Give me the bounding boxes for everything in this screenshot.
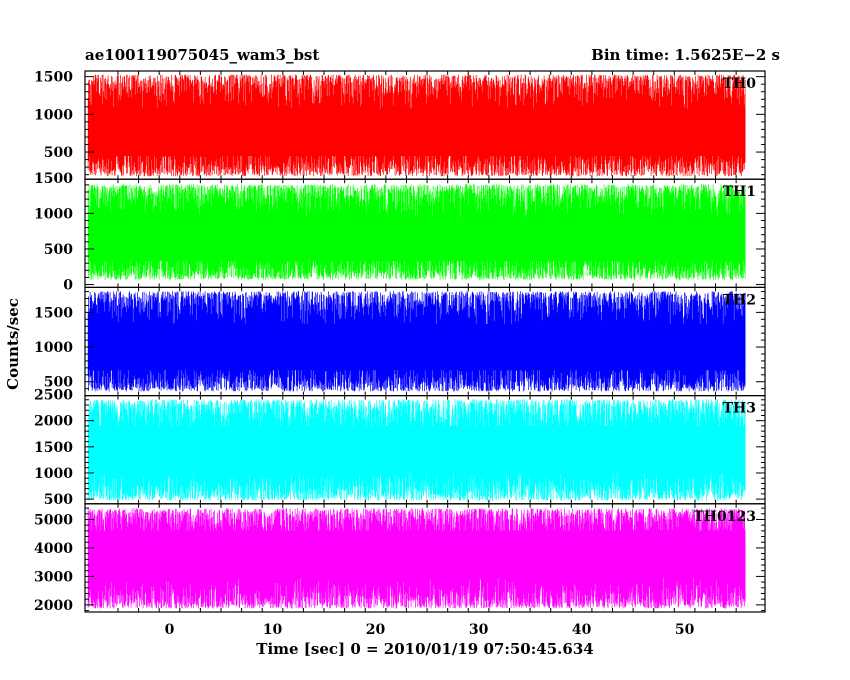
x-axis-label: Time [sec] 0 = 2010/01/19 07:50:45.634 xyxy=(256,640,593,658)
y-tick-label-th1: 1000 xyxy=(34,206,73,222)
series-core-th1 xyxy=(88,216,746,262)
y-tick-label-th2: 500 xyxy=(44,375,73,391)
x-tick-label: 30 xyxy=(469,622,489,638)
panel-th3: 500 1000 1500 2000 2500 TH3 xyxy=(34,388,766,508)
y-tick-label-th0123: 5000 xyxy=(34,512,73,528)
series-core-th2 xyxy=(88,323,746,371)
panel-frame-th0123 xyxy=(84,503,766,613)
y-tick-label-th0123: 2000 xyxy=(34,598,73,614)
panel-label-th0123: TH0123 xyxy=(693,509,756,525)
panel-label-th3: TH3 xyxy=(723,401,756,417)
panel-th0: 500 1000 1500 TH0 xyxy=(34,70,766,180)
y-tick-label-th3: 1000 xyxy=(34,466,73,482)
series-core-th3 xyxy=(88,425,746,473)
y-tick-label-th0: 500 xyxy=(44,145,73,161)
y-tick-label-th3: 1500 xyxy=(34,440,73,456)
y-tick-label-th0: 1000 xyxy=(34,107,73,123)
panel-label-th0: TH0 xyxy=(723,76,757,92)
bin-time-label: Bin time: 1.5625E−2 s xyxy=(591,46,780,64)
series-core-th0123 xyxy=(88,530,746,577)
x-tick-label: 0 xyxy=(165,622,175,638)
y-tick-label-th1: 1500 xyxy=(34,171,73,187)
y-tick-label-th3: 2000 xyxy=(34,414,73,430)
panel-label-th2: TH2 xyxy=(723,292,756,308)
x-tick-label: 10 xyxy=(263,622,283,638)
panel-label-th1: TH1 xyxy=(723,184,756,200)
y-tick-label-th3: 2500 xyxy=(34,388,73,404)
panel-th0123: 2000 3000 4000 5000 TH0123 xyxy=(34,503,766,614)
y-tick-label-th0123: 3000 xyxy=(34,569,73,585)
y-tick-label-th1: 500 xyxy=(44,242,73,258)
y-axis-label: Counts/sec xyxy=(4,298,22,390)
series-core-th0 xyxy=(88,108,746,157)
chart-title: ae100119075045_wam3_bst xyxy=(85,46,319,64)
y-tick-label-th0123: 4000 xyxy=(34,541,73,557)
y-tick-label-th2: 1000 xyxy=(34,340,73,356)
x-tick-label: 20 xyxy=(366,622,386,638)
x-tick-label: 50 xyxy=(675,622,695,638)
y-tick-label-th3: 500 xyxy=(44,492,73,508)
panel-th1: 0 500 1000 1500 TH1 xyxy=(34,171,766,294)
y-tick-label-th0: 1500 xyxy=(34,70,73,86)
y-tick-label-th2: 1500 xyxy=(34,305,73,321)
panel-th2: 500 1000 1500 TH2 xyxy=(34,286,766,397)
y-tick-label-th1: 0 xyxy=(63,278,73,294)
x-tick-label: 40 xyxy=(572,622,592,638)
